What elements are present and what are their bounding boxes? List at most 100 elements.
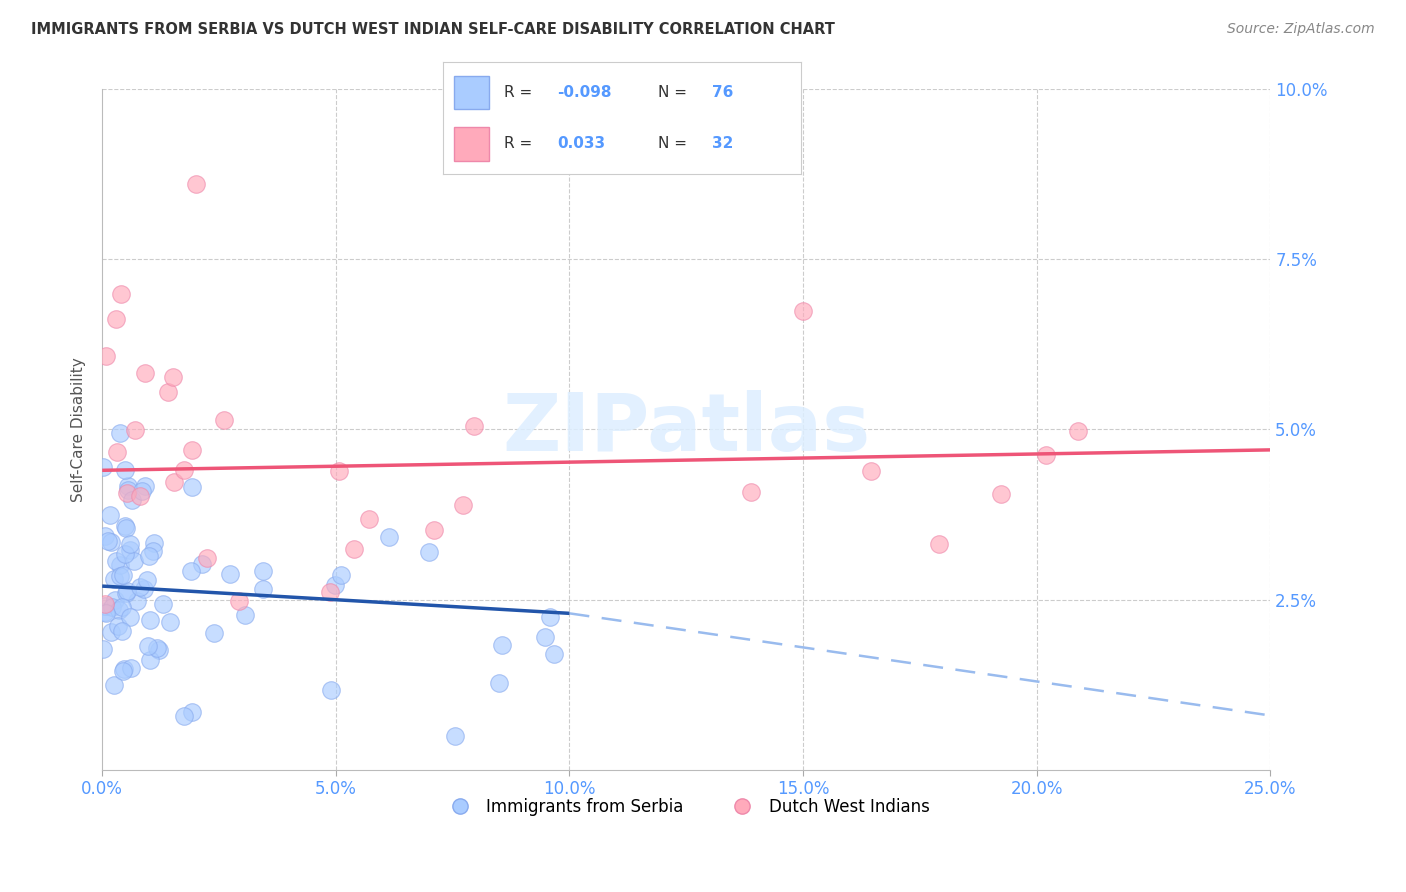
Point <box>159 615 181 630</box>
Point <box>488 675 510 690</box>
Point <box>740 484 762 499</box>
Text: R =: R = <box>503 85 537 100</box>
Point <box>121 492 143 507</box>
FancyBboxPatch shape <box>454 76 489 109</box>
Text: 0.033: 0.033 <box>558 136 606 152</box>
Point <box>125 594 148 608</box>
Point <box>100 625 122 640</box>
Point <box>98 508 121 522</box>
Point <box>91 460 114 475</box>
Point <box>118 610 141 624</box>
Point <box>323 578 346 592</box>
Text: N =: N = <box>658 136 692 152</box>
Point <box>143 536 166 550</box>
Text: 76: 76 <box>711 85 733 100</box>
Point <box>93 597 115 611</box>
Point <box>132 582 155 597</box>
Point <box>118 543 141 558</box>
Point <box>104 312 127 326</box>
Point <box>108 558 131 572</box>
Point <box>117 584 139 599</box>
Point <box>233 607 256 622</box>
Point <box>319 585 342 599</box>
Point <box>184 178 207 192</box>
Point <box>195 551 218 566</box>
Point <box>422 524 444 538</box>
Point <box>451 498 474 512</box>
Point <box>162 369 184 384</box>
Legend: Immigrants from Serbia, Dutch West Indians: Immigrants from Serbia, Dutch West India… <box>436 791 936 823</box>
Point <box>534 630 557 644</box>
Point <box>173 463 195 477</box>
Text: Source: ZipAtlas.com: Source: ZipAtlas.com <box>1227 22 1375 37</box>
Point <box>134 479 156 493</box>
Point <box>115 521 138 535</box>
Point <box>180 480 202 494</box>
Point <box>990 487 1012 501</box>
Point <box>108 603 131 617</box>
Point <box>1035 448 1057 462</box>
Point <box>94 599 117 613</box>
Point <box>96 349 118 363</box>
Point <box>100 535 122 549</box>
Point <box>181 443 204 458</box>
FancyBboxPatch shape <box>454 127 489 161</box>
Point <box>173 708 195 723</box>
Point <box>91 642 114 657</box>
Point <box>108 426 131 441</box>
Point <box>463 418 485 433</box>
Point <box>328 464 350 478</box>
Point <box>114 519 136 533</box>
Point <box>108 569 131 583</box>
Point <box>110 287 132 301</box>
Point <box>792 303 814 318</box>
Text: R =: R = <box>503 136 537 152</box>
Text: IMMIGRANTS FROM SERBIA VS DUTCH WEST INDIAN SELF-CARE DISABILITY CORRELATION CHA: IMMIGRANTS FROM SERBIA VS DUTCH WEST IND… <box>31 22 835 37</box>
Point <box>105 445 128 459</box>
Point <box>131 484 153 499</box>
Point <box>219 567 242 582</box>
Point <box>139 653 162 667</box>
Text: -0.098: -0.098 <box>558 85 612 100</box>
Point <box>359 512 381 526</box>
Point <box>538 610 561 624</box>
Point <box>94 529 117 543</box>
Point <box>319 683 342 698</box>
Point <box>543 648 565 662</box>
Point <box>117 483 139 497</box>
Point <box>418 545 440 559</box>
Point <box>115 486 138 500</box>
Text: N =: N = <box>658 85 692 100</box>
Point <box>107 619 129 633</box>
Point <box>444 729 467 743</box>
Point <box>118 537 141 551</box>
Point <box>859 464 882 478</box>
Point <box>96 533 118 548</box>
Point <box>202 625 225 640</box>
Point <box>134 366 156 380</box>
Point <box>491 638 513 652</box>
Point <box>138 640 160 654</box>
Point <box>377 530 399 544</box>
Y-axis label: Self-Care Disability: Self-Care Disability <box>72 357 86 502</box>
Point <box>101 600 124 615</box>
Point <box>128 489 150 503</box>
Point <box>111 624 134 639</box>
Point <box>330 567 353 582</box>
Point <box>142 543 165 558</box>
Point <box>135 573 157 587</box>
Point <box>114 585 136 599</box>
Point <box>252 564 274 578</box>
Point <box>103 573 125 587</box>
Point <box>228 594 250 608</box>
Point <box>128 580 150 594</box>
Text: 32: 32 <box>711 136 733 152</box>
Point <box>124 423 146 437</box>
Point <box>1067 424 1090 438</box>
Point <box>105 554 128 568</box>
Point <box>120 661 142 675</box>
Point <box>138 549 160 563</box>
Point <box>191 557 214 571</box>
Point <box>212 413 235 427</box>
Point <box>103 678 125 692</box>
